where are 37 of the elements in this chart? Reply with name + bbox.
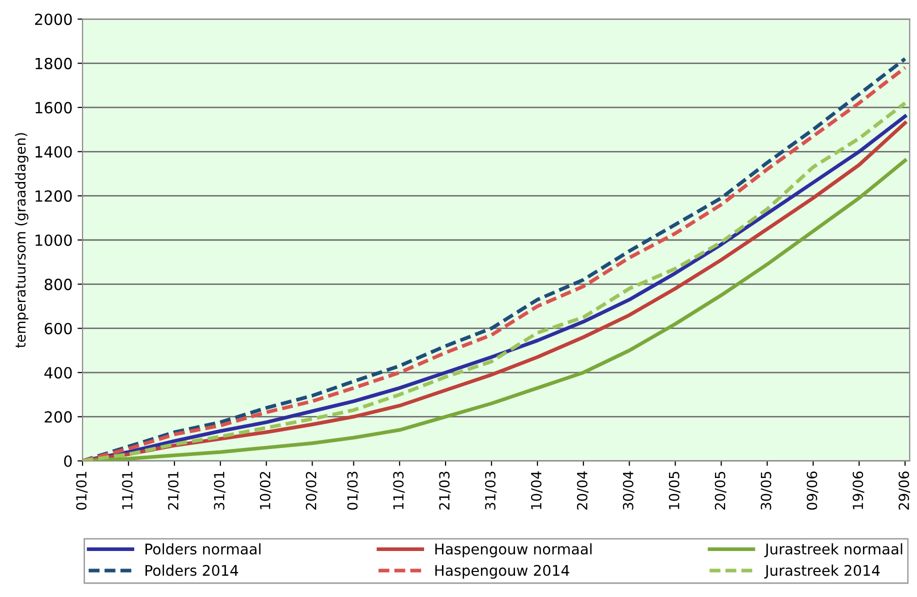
y-tick-label: 400 (44, 366, 72, 379)
x-tick-label: 30/05 (760, 472, 772, 510)
x-tick-label: 20/05 (714, 472, 726, 510)
y-tick-label: 200 (44, 411, 72, 423)
x-tick-label: 01/01 (76, 472, 88, 510)
x-tick-label: 10/02 (260, 472, 272, 510)
legend-label: Jurastreek normaal (764, 543, 902, 558)
y-tick-label: 0 (64, 455, 72, 467)
legend-label: Polders normaal (146, 543, 260, 555)
x-tick-label: 19/06 (852, 471, 864, 510)
x-tick-label: 10/04 (530, 471, 543, 510)
y-tick-label: 800 (44, 278, 72, 290)
y-tick-label: 2000 (35, 14, 72, 26)
x-tick-label: 20/02 (306, 472, 318, 510)
x-tick-label: 10/05 (668, 472, 680, 510)
x-tick-label: 20/04 (576, 471, 589, 510)
y-tick-label: 1600 (36, 102, 72, 114)
x-tick-label: 11/03 (393, 472, 405, 510)
x-tick-label: 31/03 (485, 472, 497, 510)
x-tick-label: 29/06 (898, 471, 910, 510)
legend-label: Haspengouw 2014 (435, 564, 570, 579)
x-tick-label: 11/01 (122, 472, 134, 510)
y-tick-label: 1800 (36, 58, 72, 70)
legend-label: Haspengouw normaal (435, 543, 592, 558)
x-tick-label: 31/01 (214, 472, 226, 510)
y-tick-label: 1200 (36, 190, 72, 202)
y-tick-label: 1400 (36, 146, 72, 158)
x-tick-label: 21/03 (439, 472, 451, 510)
x-tick-label: 21/01 (168, 472, 180, 510)
x-tick-label: 09/06 (806, 471, 818, 510)
legend-label: Polders 2014 (146, 564, 238, 576)
y-tick-label: 1000 (36, 234, 72, 246)
y-tick-label: 600 (44, 322, 72, 334)
x-tick-label: 01/03 (347, 472, 359, 510)
legend-label: Jurastreek 2014 (764, 564, 880, 579)
y-axis-title: temperatuursom (graaddagen) (14, 133, 28, 348)
x-tick-label: 30/04 (622, 471, 634, 510)
